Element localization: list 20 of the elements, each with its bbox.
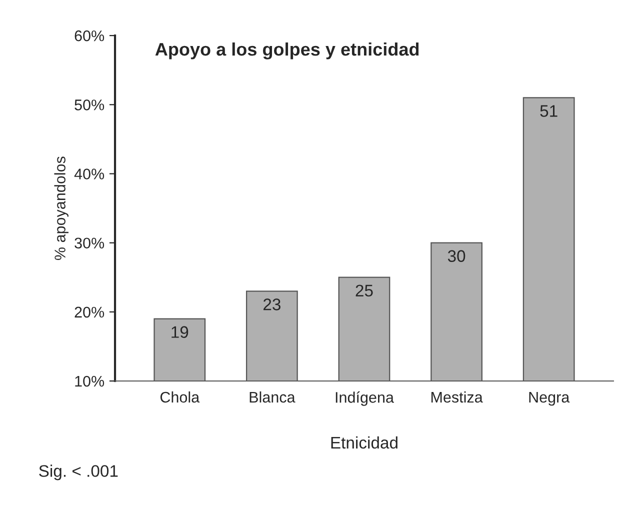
text: Sig. < .001 xyxy=(39,464,118,480)
y-axis-title: % apoyandolos xyxy=(54,156,68,260)
x-axis-title: Etnicidad xyxy=(331,436,398,449)
data-label: 19 xyxy=(172,326,188,338)
y-tick-label: 40% xyxy=(74,168,104,180)
y-tick-label: 20% xyxy=(74,306,104,318)
y-tick-label: 50% xyxy=(74,100,104,110)
x-tick-label: Chola xyxy=(160,391,200,403)
data-label: 23 xyxy=(264,298,280,310)
y-tick-label: 30% xyxy=(74,238,104,249)
x-tick-label: Mestiza xyxy=(431,391,483,403)
data-label: 30 xyxy=(448,250,466,262)
y-tick-label: 10% xyxy=(75,376,104,387)
y-tick-label: 60% xyxy=(74,30,104,42)
x-tick-label: Blanca xyxy=(250,391,296,403)
chart-title: Apoyo a los golpes y etnicidad xyxy=(155,42,419,60)
data-label: 25 xyxy=(356,284,373,297)
data-label: 51 xyxy=(540,105,558,117)
x-tick-label: Indígena xyxy=(336,391,394,406)
x-tick-label: Negra xyxy=(529,392,570,406)
